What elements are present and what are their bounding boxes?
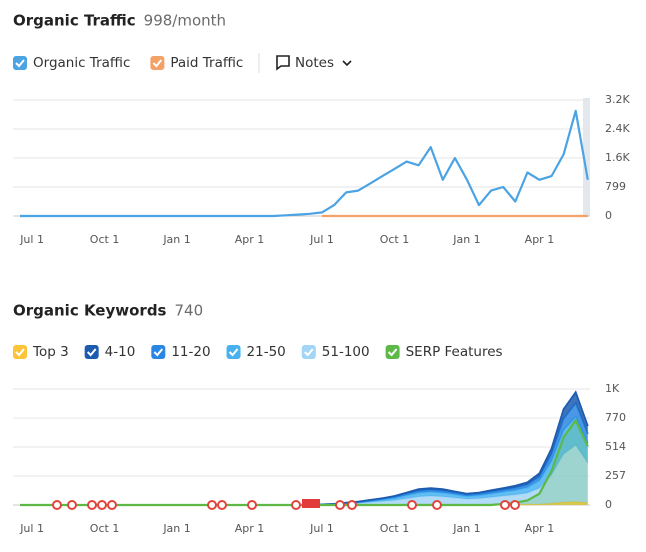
legend-item[interactable]: Paid Traffic (150, 55, 243, 71)
update-marker (107, 500, 117, 510)
series-line (20, 109, 589, 218)
stack-line (20, 390, 589, 506)
chart-title: Organic Keywords (13, 302, 167, 320)
update-marker (217, 500, 227, 510)
legend-label: 21-50 (247, 344, 286, 360)
legend-label: Paid Traffic (170, 55, 243, 71)
legend-item[interactable]: SERP Features (385, 344, 503, 360)
legend-item[interactable]: 51-100 (301, 344, 370, 360)
legend-check (15, 348, 25, 357)
update-marker (347, 500, 357, 510)
chart-subtitle: 998/month (144, 12, 226, 30)
legend-label: 11-20 (171, 344, 210, 360)
x-tick-label: Apr 1 (235, 233, 265, 246)
legend-checkbox (13, 345, 27, 359)
x-tick-label: Jul 1 (309, 522, 334, 535)
legend-checkbox (13, 56, 27, 70)
chart-title: Organic Traffic (13, 12, 136, 30)
x-tick-label: Jul 1 (19, 233, 44, 246)
notes-button[interactable]: Notes (276, 55, 352, 71)
update-marker (500, 500, 510, 510)
x-tick-label: Jan 1 (452, 233, 480, 246)
chevron (342, 60, 352, 67)
update-marker (207, 500, 217, 510)
legend-label: 4-10 (105, 344, 136, 360)
y-tick-label: 3.2K (605, 93, 630, 106)
y-tick-label: 770 (605, 411, 626, 424)
legend-item[interactable]: Top 3 (13, 344, 69, 360)
y-tick-label: 257 (605, 469, 626, 482)
update-marker (510, 500, 520, 510)
legend-check (387, 348, 398, 357)
legend-checkbox (385, 345, 400, 359)
x-tick-label: Oct 1 (90, 233, 120, 246)
legend-label: SERP Features (406, 344, 503, 360)
legend-label: 51-100 (322, 344, 370, 360)
legend-item[interactable]: 4-10 (84, 344, 136, 360)
x-tick-label: Jan 1 (452, 522, 480, 535)
update-marker (247, 500, 257, 510)
x-tick-label: Apr 1 (525, 522, 555, 535)
legend-checkbox (150, 56, 165, 70)
legend-check (86, 348, 97, 357)
chart-subtitle: 740 (174, 302, 203, 320)
legend-check (304, 348, 314, 357)
update-marker (87, 500, 97, 510)
x-tick-label: Oct 1 (380, 522, 410, 535)
y-tick-label: 1K (605, 382, 620, 395)
update-marker (407, 500, 417, 510)
update-marker (97, 500, 107, 510)
x-tick-label: Jul 1 (309, 233, 334, 246)
legend-item[interactable]: Organic Traffic (13, 55, 130, 71)
x-tick-label: Jan 1 (162, 522, 190, 535)
update-marker (335, 500, 345, 510)
x-tick-label: Apr 1 (235, 522, 265, 535)
x-tick-label: Jan 1 (162, 233, 190, 246)
update-marker (291, 500, 301, 510)
legend-checkbox (226, 345, 241, 359)
legend-check (228, 348, 239, 357)
legend-label: Organic Traffic (33, 55, 130, 71)
legend-item[interactable]: 11-20 (151, 344, 211, 360)
x-tick-label: Apr 1 (525, 233, 555, 246)
legend-check (15, 59, 25, 68)
update-marker (52, 500, 62, 510)
notes-icon (276, 55, 290, 71)
legend-label: Top 3 (32, 344, 69, 360)
current-period-band (583, 98, 590, 216)
legend-checkbox (84, 345, 99, 359)
y-tick-label: 514 (605, 440, 626, 453)
legend-check (152, 59, 163, 68)
x-tick-label: Jul 1 (19, 522, 44, 535)
y-tick-label: 2.4K (605, 122, 630, 135)
update-marker (432, 500, 442, 510)
note-marker (302, 499, 320, 508)
legend-checkbox (151, 345, 166, 359)
x-tick-label: Oct 1 (90, 522, 120, 535)
y-tick-label: 0 (605, 209, 612, 222)
y-tick-label: 1.6K (605, 151, 630, 164)
legend-item[interactable]: 21-50 (226, 344, 286, 360)
notes-label[interactable]: Notes (295, 55, 334, 71)
legend-check (153, 348, 164, 357)
y-tick-label: 0 (605, 498, 612, 511)
update-marker (67, 500, 77, 510)
y-tick-label: 799 (605, 180, 626, 193)
legend-checkbox (301, 345, 316, 359)
x-tick-label: Oct 1 (380, 233, 410, 246)
